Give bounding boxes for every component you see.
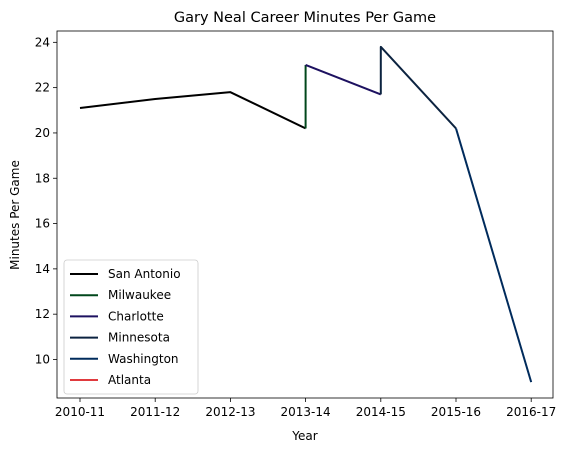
legend-label: Atlanta <box>108 373 151 387</box>
y-tick-label: 18 <box>35 171 50 185</box>
x-tick-label: 2010-11 <box>55 405 105 419</box>
legend-label: Washington <box>108 352 179 366</box>
legend-label: Minnesota <box>108 331 170 345</box>
x-tick-label: 2011-12 <box>130 405 180 419</box>
plot-area: 2010-11 2011-12 2012-13 2013-14 2014-15 2015-… <box>35 30 556 419</box>
x-tick-label: 2012-13 <box>205 405 255 419</box>
series-line-washington <box>455 128 533 383</box>
series-line-charlotte <box>305 64 382 96</box>
y-tick-label: 12 <box>35 307 50 321</box>
y-tick-label: 16 <box>35 217 50 231</box>
x-tick-label: 2014-15 <box>356 405 406 419</box>
chart-title: Gary Neal Career Minutes Per Game <box>174 10 436 26</box>
x-tick-label: 2016-17 <box>506 405 556 419</box>
y-tick-label: 24 <box>35 35 50 49</box>
x-axis-label: Year <box>291 429 317 443</box>
plot-frame <box>56 30 554 399</box>
legend-label: Charlotte <box>108 309 164 323</box>
y-tick-label: 20 <box>35 126 50 140</box>
legend: San Antonio Milwaukee Charlotte Minnesota Wa… <box>63 259 199 395</box>
y-tick-label: 14 <box>35 262 50 276</box>
x-tick-label: 2013-14 <box>281 405 331 419</box>
y-tick-label: 22 <box>35 81 50 95</box>
legend-label: San Antonio <box>108 267 181 281</box>
series-line-minnesota <box>379 45 457 130</box>
y-tick-label: 10 <box>35 352 50 366</box>
y-axis-label: Minutes Per Game <box>8 160 22 270</box>
series-line-san-antonio <box>79 91 307 130</box>
legend-label: Milwaukee <box>108 288 171 302</box>
x-tick-label: 2015-16 <box>431 405 481 419</box>
legend-box <box>63 259 199 395</box>
